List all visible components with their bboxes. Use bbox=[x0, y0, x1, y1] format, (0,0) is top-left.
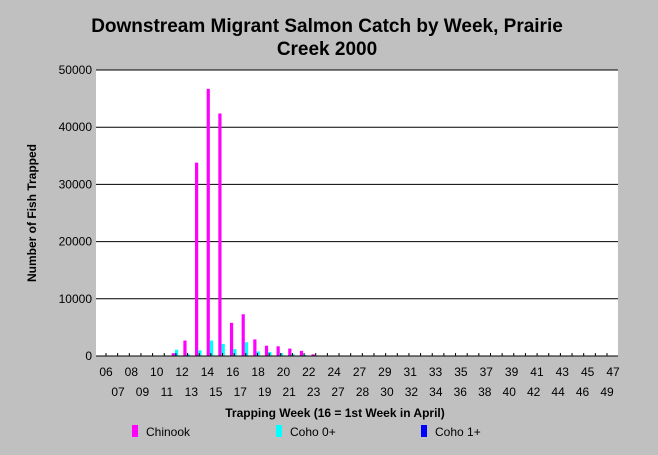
bar-chinook-19 bbox=[253, 339, 257, 356]
bar-chinook-22 bbox=[288, 348, 292, 356]
x-tick-label-upper-9: 24 bbox=[327, 365, 341, 379]
bar-coho-0--17 bbox=[233, 349, 237, 356]
legend-swatch-coho-1- bbox=[421, 425, 427, 437]
x-axis-title: Trapping Week (16 = 1st Week in April) bbox=[225, 406, 445, 420]
bar-coho-0--20 bbox=[268, 351, 272, 356]
legend-label-coho-1-: Coho 1+ bbox=[435, 425, 481, 439]
x-tick-label-lower-17: 42 bbox=[527, 385, 541, 399]
legend-swatch-coho-0- bbox=[276, 425, 282, 437]
plot-area bbox=[96, 70, 618, 356]
x-tick-label-lower-16: 40 bbox=[503, 385, 517, 399]
x-tick-label-upper-19: 45 bbox=[581, 365, 595, 379]
x-tick-label-lower-4: 15 bbox=[209, 385, 223, 399]
x-tick-label-lower-0: 07 bbox=[111, 385, 125, 399]
legend-swatch-chinook bbox=[132, 425, 138, 437]
x-tick-label-lower-3: 13 bbox=[185, 385, 199, 399]
x-tick-label-lower-5: 17 bbox=[234, 385, 248, 399]
bar-coho-0--15 bbox=[209, 340, 214, 356]
bar-coho-0--18 bbox=[244, 342, 249, 356]
y-tick-label-1: 10000 bbox=[59, 292, 93, 306]
x-tick-label-lower-8: 23 bbox=[307, 385, 321, 399]
x-tick-label-lower-14: 36 bbox=[454, 385, 468, 399]
x-tick-label-lower-1: 09 bbox=[136, 385, 150, 399]
bar-coho-0--21 bbox=[279, 353, 284, 356]
x-tick-label-lower-18: 44 bbox=[551, 385, 565, 399]
bar-chinook-14 bbox=[195, 162, 199, 356]
x-tick-label-upper-6: 18 bbox=[251, 365, 265, 379]
bar-coho-0--16 bbox=[221, 343, 225, 356]
x-tick-label-upper-0: 06 bbox=[99, 365, 113, 379]
x-tick-label-upper-18: 43 bbox=[556, 365, 570, 379]
y-axis-title: Number of Fish Trapped bbox=[25, 144, 39, 282]
x-tick-label-lower-19: 46 bbox=[576, 385, 590, 399]
x-tick-label-lower-7: 21 bbox=[282, 385, 296, 399]
x-ticks: 06 08 10 12 14 16 18 20 22 24 27 29 31 33 35 37 39 41 43 45… bbox=[99, 353, 620, 399]
legend: Chinook Coho 0+ Coho 1+ bbox=[132, 425, 481, 439]
bar-chinook-23 bbox=[299, 350, 304, 356]
x-tick-label-upper-17: 41 bbox=[530, 365, 544, 379]
bar-coho-0--22 bbox=[291, 354, 295, 356]
bar-chinook-16 bbox=[218, 113, 222, 356]
bar-coho-0--12 bbox=[175, 349, 179, 356]
x-tick-label-lower-13: 34 bbox=[429, 385, 443, 399]
y-tick-label-5: 50000 bbox=[59, 63, 93, 77]
x-tick-label-lower-12: 32 bbox=[405, 385, 419, 399]
x-tick-label-lower-6: 19 bbox=[258, 385, 272, 399]
x-tick-label-lower-10: 28 bbox=[356, 385, 370, 399]
bars bbox=[171, 88, 342, 356]
y-tick-label-0: 0 bbox=[85, 349, 92, 363]
bar-chinook-20 bbox=[264, 345, 269, 356]
x-tick-label-upper-7: 20 bbox=[277, 365, 291, 379]
x-tick-label-upper-10: 27 bbox=[353, 365, 367, 379]
x-tick-label-upper-1: 08 bbox=[125, 365, 139, 379]
chart-title-line-1: Downstream Migrant Salmon Catch by Week,… bbox=[91, 16, 563, 37]
x-tick-label-lower-11: 30 bbox=[380, 385, 394, 399]
x-tick-label-upper-11: 29 bbox=[378, 365, 392, 379]
x-tick-label-upper-15: 37 bbox=[480, 365, 494, 379]
bar-chinook-18 bbox=[241, 314, 245, 356]
bar-coho-0--13 bbox=[186, 354, 190, 356]
y-ticks: 0 10000 20000 30000 40000 50000 bbox=[59, 63, 93, 363]
x-tick-label-lower-20: 49 bbox=[600, 385, 614, 399]
grid bbox=[96, 69, 618, 300]
x-tick-label-upper-13: 33 bbox=[429, 365, 443, 379]
bar-chinook-13 bbox=[183, 340, 187, 356]
bar-chinook-21 bbox=[276, 346, 280, 356]
x-tick-label-upper-2: 10 bbox=[150, 365, 164, 379]
x-tick-label-upper-12: 31 bbox=[404, 365, 418, 379]
x-tick-label-lower-2: 11 bbox=[161, 385, 174, 399]
x-tick-label-lower-9: 27 bbox=[331, 385, 345, 399]
bar-chinook-24 bbox=[311, 354, 315, 356]
bar-chinook-12 bbox=[171, 353, 175, 356]
legend-label-chinook: Chinook bbox=[146, 425, 191, 439]
x-tick-label-upper-3: 12 bbox=[175, 365, 189, 379]
y-tick-label-2: 20000 bbox=[59, 235, 93, 249]
bar-chinook-17 bbox=[229, 322, 234, 356]
x-tick-label-upper-16: 39 bbox=[505, 365, 519, 379]
chart-title-line-2: Creek 2000 bbox=[277, 39, 377, 60]
legend-label-coho-0-: Coho 0+ bbox=[290, 425, 336, 439]
x-tick-label-upper-8: 22 bbox=[302, 365, 316, 379]
x-tick-label-lower-15: 38 bbox=[478, 385, 492, 399]
y-tick-label-4: 40000 bbox=[59, 120, 93, 134]
bar-coho-0--19 bbox=[256, 351, 260, 356]
bar-chinook-15 bbox=[206, 88, 210, 356]
x-tick-label-upper-20: 47 bbox=[606, 365, 620, 379]
x-tick-label-upper-14: 35 bbox=[454, 365, 468, 379]
y-tick-label-3: 30000 bbox=[59, 177, 93, 191]
x-tick-label-upper-5: 16 bbox=[226, 365, 240, 379]
bar-coho-0--23 bbox=[303, 354, 307, 356]
bar-coho-0--14 bbox=[198, 350, 202, 356]
x-tick-label-upper-4: 14 bbox=[201, 365, 215, 379]
